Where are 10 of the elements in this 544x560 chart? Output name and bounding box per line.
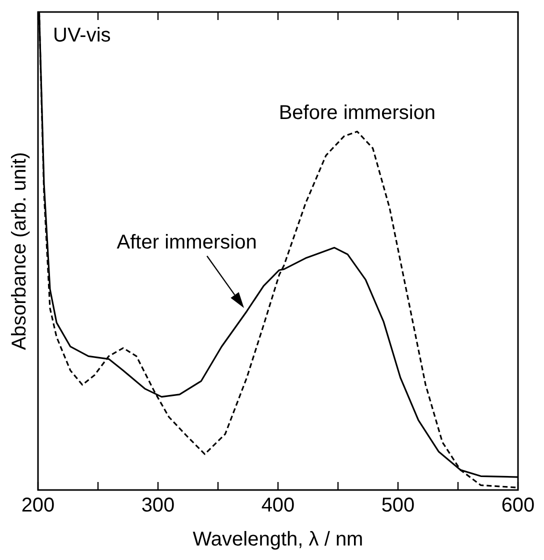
- x-tick-label: 600: [501, 494, 535, 517]
- x-tick-label: 400: [261, 494, 295, 517]
- x-tick-label: 300: [141, 494, 175, 517]
- x-axis-title: Wavelength, λ / nm: [192, 528, 364, 551]
- x-tick-label: 500: [381, 494, 415, 517]
- x-tick-label: 200: [21, 494, 55, 517]
- series-label: After immersion: [116, 232, 257, 254]
- series-label: Before immersion: [278, 102, 436, 124]
- annotation: UV-vis: [53, 24, 111, 47]
- y-axis-title: Absorbance (arb. unit): [8, 152, 31, 350]
